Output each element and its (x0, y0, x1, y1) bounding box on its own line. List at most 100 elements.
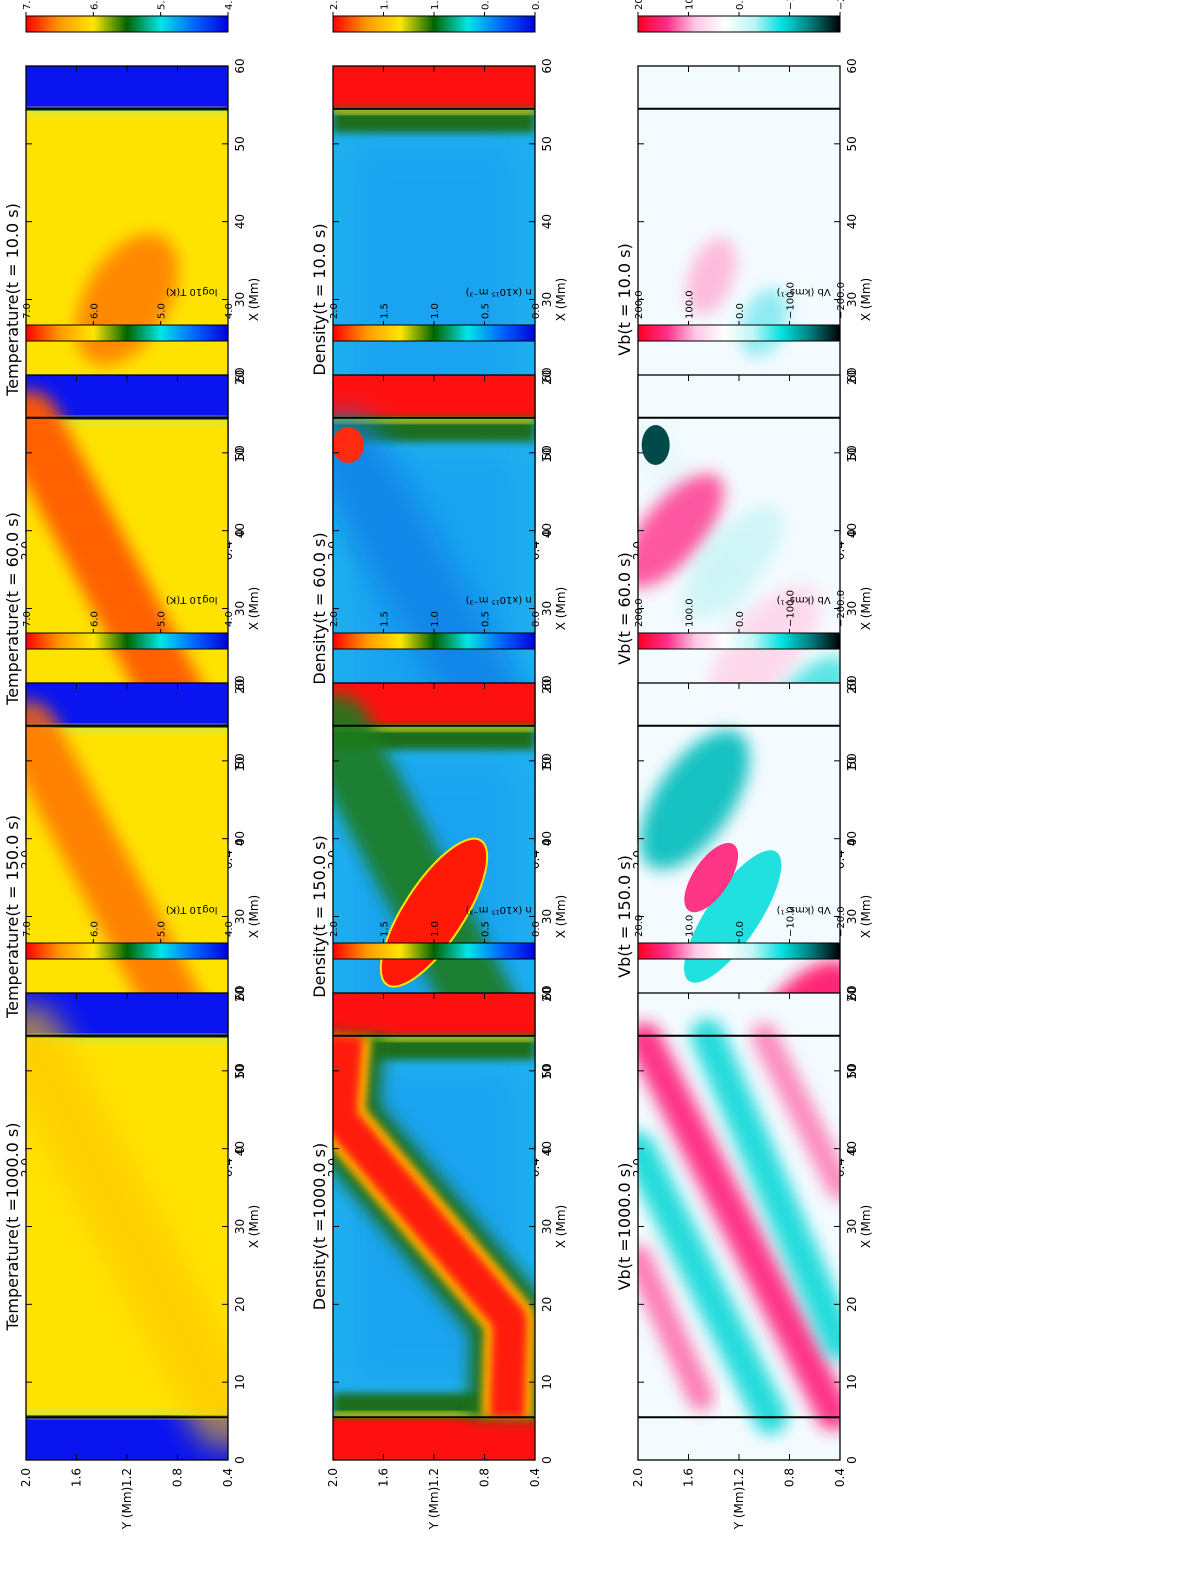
x-tick-label: 10 (233, 448, 247, 463)
colorbar-tick-label: 200.0 (634, 290, 645, 319)
x-tick-label: 60 (233, 58, 247, 73)
colorbar-tick-label: 1.5 (380, 921, 391, 937)
x-tick-label: 60 (233, 985, 247, 1000)
colorbar-tick-label: −100.0 (786, 590, 797, 627)
x-tick-label: 50 (233, 445, 247, 460)
colorbar-tick-label: 6.0 (89, 0, 100, 10)
x-tick-label: 50 (233, 753, 247, 768)
y-tick-label: 2.0 (631, 1468, 645, 1487)
x-tick-label: 40 (540, 214, 554, 229)
colorbar-tick-label: 0.5 (481, 0, 492, 10)
panel-title: Density(t =1000.0 s) (310, 1143, 329, 1310)
colorbar (332, 942, 536, 960)
y-tick-label: 1.2 (732, 1468, 746, 1487)
panel-title: Density(t = 10.0 s) (310, 223, 329, 375)
x-axis-label: X (Mm) (247, 278, 261, 321)
colorbar-tick-label: −20.0 (836, 906, 847, 937)
colorbar-tick-label: 0.5 (481, 921, 492, 937)
x-tick-label: 10 (540, 448, 554, 463)
x-tick-label: 60 (233, 367, 247, 382)
x-tick-label: 0 (233, 529, 247, 537)
y-tick-label: 1.2 (120, 1468, 134, 1487)
colorbar-tick-label: 2.0 (329, 303, 340, 319)
x-tick-label: 50 (233, 136, 247, 151)
colorbar-label: log10 T(K) (166, 286, 218, 297)
heatmap-image (333, 993, 535, 1460)
x-tick-label: 10 (233, 1065, 247, 1080)
x-tick-label: 50 (540, 136, 554, 151)
colorbar (25, 632, 229, 650)
panel-title: Vb(t = 150.0 s) (615, 855, 634, 978)
x-tick-label: 50 (540, 445, 554, 460)
colorbar-label: Vb (kms⁻¹) (776, 594, 830, 605)
panel-vb-3: 2.0 1.6 1.2 0.8 0.4 Y (Mm) 0 10 20 30 40 50 60 X (Mm)… (615, 904, 873, 1530)
colorbar-tick-label: 200.0 (634, 598, 645, 627)
colorbar (637, 324, 841, 342)
x-axis-label: X (Mm) (859, 278, 873, 321)
x-tick-label: 40 (233, 523, 247, 538)
colorbar-label: n (x10¹⁵ m⁻³) (465, 904, 531, 915)
x-tick-label: 20 (233, 679, 247, 694)
panel-title: Temperature(t = 150.0 s) (3, 815, 22, 1019)
panel-density-3: 2.0 1.6 1.2 0.8 0.4 Y (Mm) 0 10 20 30 40 50 60 X (Mm)… (310, 904, 568, 1530)
x-axis-label: X (Mm) (247, 1205, 261, 1248)
colorbar (332, 632, 536, 650)
x-tick-label: 40 (845, 831, 859, 846)
heatmap-image (26, 993, 228, 1460)
colorbar-tick-label: 5.0 (157, 303, 168, 319)
x-tick-label: 20 (540, 370, 554, 385)
x-tick-label: 10 (845, 757, 859, 772)
x-tick-label: 0 (845, 838, 859, 846)
x-tick-label: 40 (845, 1141, 859, 1156)
colorbar-tick-label: −100.0 (786, 0, 797, 10)
x-tick-label: 30 (540, 909, 554, 924)
colorbar-tick-label: 5.0 (157, 0, 168, 10)
y-axis-label: Y (Mm) (732, 1487, 746, 1531)
heatmap-image (638, 993, 840, 1460)
colorbar-tick-label: 7.0 (22, 0, 33, 10)
panel-title: Density(t = 60.0 s) (310, 532, 329, 684)
x-tick-label: 50 (845, 1063, 859, 1078)
colorbar-tick-label: 4.0 (224, 303, 235, 319)
colorbar (332, 324, 536, 342)
y-tick-label: 2.0 (326, 1468, 340, 1487)
x-axis-label: X (Mm) (554, 1205, 568, 1248)
x-tick-label: 30 (540, 292, 554, 307)
colorbar-tick-label: 0.0 (735, 303, 746, 319)
panel-title: Vb(t = 10.0 s) (615, 243, 634, 355)
colorbar-tick-label: 1.5 (380, 0, 391, 10)
colorbar-tick-label: −200.0 (836, 590, 847, 627)
colorbar-tick-label: 6.0 (89, 611, 100, 627)
colorbar-tick-label: 20.0 (634, 915, 645, 937)
colorbar-tick-label: 0.0 (531, 303, 542, 319)
y-tick-label: 0.4 (221, 1468, 235, 1487)
colorbar (332, 15, 536, 33)
x-tick-label: 60 (845, 367, 859, 382)
x-tick-label: 60 (845, 675, 859, 690)
colorbar-tick-label: −100.0 (786, 282, 797, 319)
x-tick-label: 50 (540, 753, 554, 768)
x-tick-label: 30 (233, 1219, 247, 1234)
colorbar-tick-label: 6.0 (89, 921, 100, 937)
colorbar-tick-label: 7.0 (22, 303, 33, 319)
x-tick-label: 40 (540, 1141, 554, 1156)
colorbar-tick-label: 6.0 (89, 303, 100, 319)
x-tick-label: 20 (233, 370, 247, 385)
colorbar-label: log10 T(K) (166, 904, 218, 915)
y-tick-label: 1.6 (70, 1468, 84, 1487)
panel-title: Temperature(t =1000.0 s) (3, 1122, 22, 1331)
colorbar-tick-label: 0.0 (735, 0, 746, 10)
x-tick-label: 0 (540, 1146, 554, 1154)
colorbar-tick-label: 1.0 (430, 0, 441, 10)
x-tick-label: 10 (540, 1065, 554, 1080)
colorbar-label: Vb (kms⁻¹) (776, 286, 830, 297)
x-tick-label: 60 (540, 675, 554, 690)
colorbar-tick-label: 1.0 (430, 303, 441, 319)
y-tick-label: 1.2 (427, 1468, 441, 1487)
x-tick-label: 0 (540, 1456, 554, 1464)
y-tick-label: 1.6 (377, 1468, 391, 1487)
y-tick-label: 0.8 (783, 1468, 797, 1487)
x-tick-label: 30 (233, 292, 247, 307)
x-tick-label: 60 (540, 367, 554, 382)
